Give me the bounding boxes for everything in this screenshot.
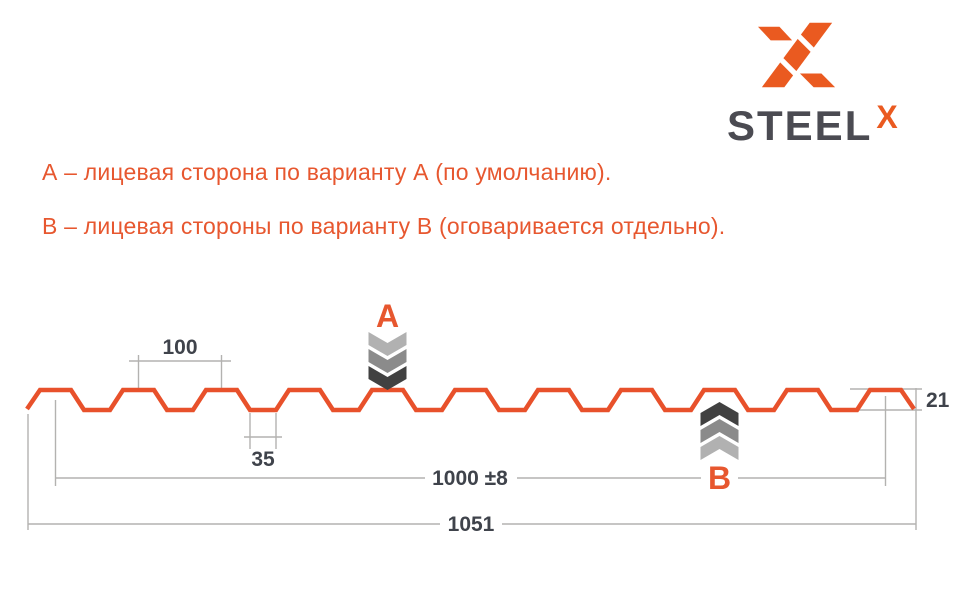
dim-height-label: 21 [926,389,950,412]
dim-cover-width-label: 1000 ±8 [432,467,508,490]
dim-overall-width: 1051 [27,388,917,536]
chevron-up-icon [700,402,739,460]
dim-valley-width-label: 35 [251,448,275,471]
logo-wordmark: STEEL X [727,99,947,150]
x-mark-diagonal [761,22,833,88]
marker-a: А [368,298,407,390]
marker-b: В [700,402,739,496]
marker-b-label: В [708,460,731,496]
logo: STEEL X [727,14,947,150]
logo-brand-text: STEEL [727,102,873,149]
x-mark-bottom-right-wedge [799,73,836,88]
dim-valley-width: 35 [244,413,282,471]
note-variant-a: А – лицевая сторона по варианту А (по ум… [42,159,612,185]
dim-pitch-label: 100 [162,336,197,359]
marker-a-label: А [376,298,399,334]
note-variant-b: В – лицевая стороны по варианту В (огова… [42,213,726,239]
steelx-x-mark-icon [757,22,836,88]
dim-overall-width-label: 1051 [448,513,495,536]
chevron-down-icon [368,332,407,390]
logo-accent-x: X [876,99,898,135]
x-mark-gap [794,31,815,53]
x-mark-gap [779,57,800,79]
x-mark-top-left-wedge [757,26,793,41]
profile-outline [25,387,916,413]
dim-height: 21 [850,388,950,412]
dim-pitch: 100 [129,336,231,388]
dim-cover-width: 1000 ±8 [54,396,887,490]
